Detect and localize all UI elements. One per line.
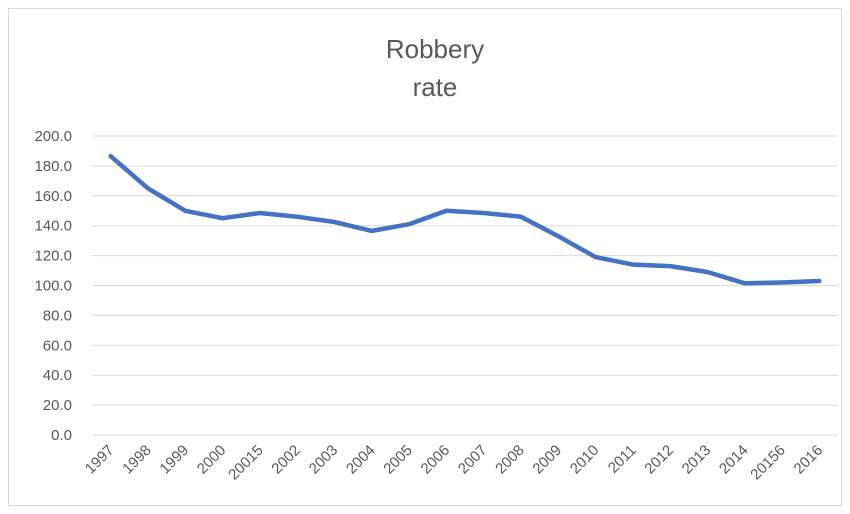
y-tick-label: 60.0	[43, 337, 72, 354]
y-tick-label: 180.0	[34, 158, 72, 175]
data-point-2002	[295, 214, 300, 219]
x-tick-label: 2002	[268, 442, 304, 478]
data-point-2011	[630, 262, 635, 267]
x-tick-label: 2006	[418, 442, 454, 478]
data-point-2009	[556, 234, 561, 239]
y-tick-label: 160.0	[34, 188, 72, 205]
x-tick-label: 2011	[605, 442, 640, 477]
y-tick-label: 0.0	[51, 427, 72, 444]
y-tick-label: 40.0	[43, 367, 72, 384]
x-tick-label: 1998	[119, 442, 155, 478]
y-tick-label: 140.0	[34, 218, 72, 235]
data-point-2006	[444, 208, 449, 213]
x-tick-label: 2013	[679, 442, 715, 478]
y-tick-label: 20.0	[43, 397, 72, 414]
data-point-20015	[257, 210, 262, 215]
data-point-2000	[220, 216, 225, 221]
x-tick-label: 2012	[641, 442, 677, 478]
x-tick-label: 2005	[380, 442, 416, 478]
data-point-2016	[817, 279, 822, 284]
chart-title-line-2: rate	[413, 72, 458, 102]
x-tick-label: 2010	[567, 442, 603, 478]
data-point-2013	[705, 270, 710, 275]
data-point-2003	[332, 219, 337, 224]
x-tick-label: 1997	[82, 442, 118, 478]
data-point-2005	[407, 222, 412, 227]
chart-title-line-1: Robbery	[386, 34, 484, 64]
data-point-2014	[742, 281, 747, 286]
y-tick-label: 80.0	[43, 307, 72, 324]
data-point-20156	[780, 280, 785, 285]
data-point-1998	[145, 186, 150, 191]
data-point-2012	[668, 264, 673, 269]
data-point-2010	[593, 255, 598, 260]
x-tick-label: 2014	[716, 442, 752, 478]
data-point-2004	[369, 228, 374, 233]
x-tick-label: 2007	[455, 442, 491, 478]
x-tick-label: 20015	[225, 442, 267, 484]
series-layer	[108, 153, 822, 286]
x-tick-label: 2003	[306, 442, 342, 478]
x-tick-label: 2016	[791, 442, 827, 478]
chart-frame	[8, 8, 842, 506]
x-tick-label: 2008	[492, 442, 528, 478]
y-axis-tick-labels: 0.0 20.0 40.0 60.0 80.0 100.0 120.0 140.0 160.0 1…	[34, 128, 72, 444]
series-line-robbery-rate	[108, 153, 822, 286]
x-tick-label: 2000	[194, 442, 230, 478]
y-tick-label: 200.0	[34, 128, 72, 145]
x-tick-label: 2004	[343, 442, 379, 478]
data-point-2008	[518, 214, 523, 219]
gridlines	[92, 135, 838, 436]
x-tick-label: 1999	[156, 442, 192, 478]
x-tick-label: 20156	[747, 442, 789, 484]
x-tick-label: 2009	[529, 442, 565, 478]
data-point-1999	[183, 208, 188, 213]
y-tick-label: 120.0	[34, 248, 72, 265]
data-point-1997	[108, 154, 113, 159]
y-tick-label: 100.0	[34, 278, 72, 295]
data-point-2007	[481, 210, 486, 215]
